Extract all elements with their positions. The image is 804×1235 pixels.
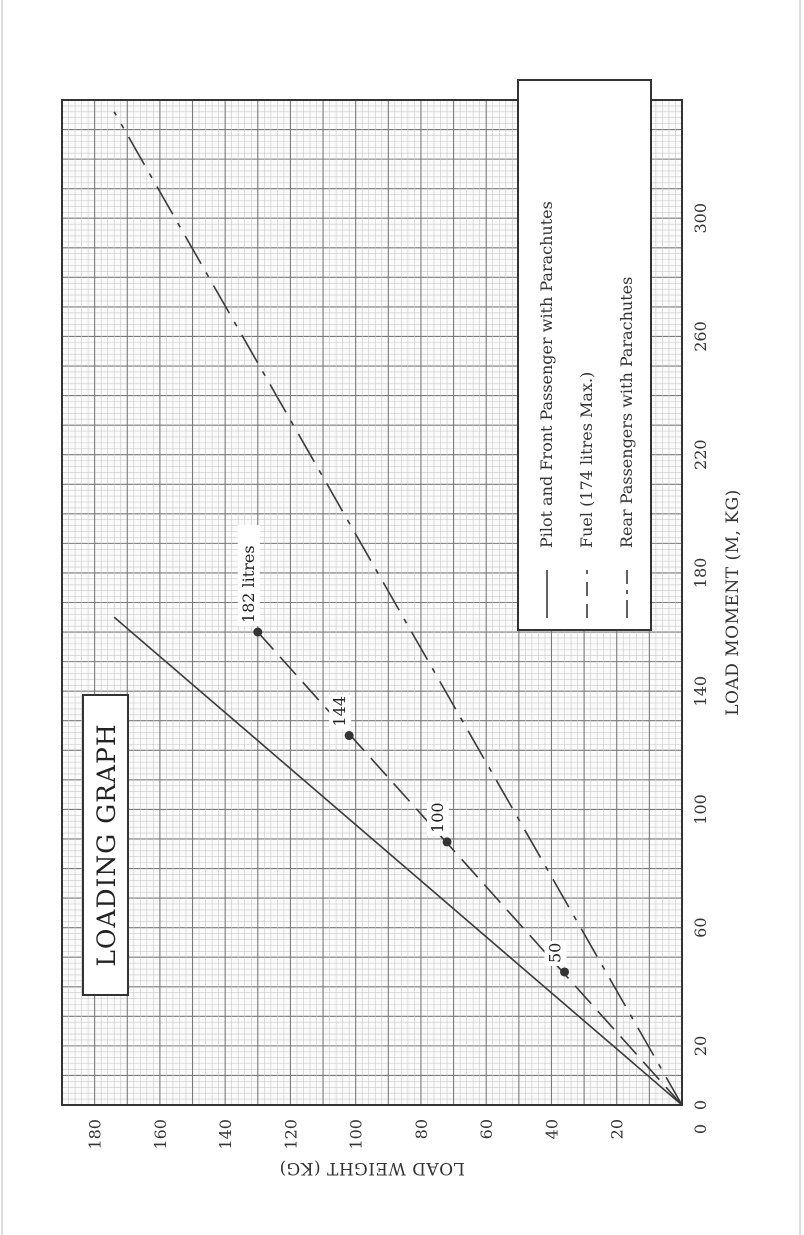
- legend-entry-label: Rear Passengers with Parachutes: [617, 277, 636, 548]
- x-tick-label: 220: [691, 439, 710, 470]
- series-line-dashdot: [113, 111, 683, 1106]
- fuel-marker-label-bg: [427, 801, 450, 836]
- plot-border: [61, 99, 683, 1106]
- x-tick-label: 100: [691, 794, 710, 825]
- y-tick-label: 80: [412, 1119, 431, 1139]
- y-tick-label: 40: [542, 1119, 561, 1139]
- fuel-marker-point: [442, 837, 452, 847]
- legend-entry-label: Pilot and Front Passenger with Parachute…: [537, 201, 556, 548]
- x-tick-label: 180: [691, 558, 710, 589]
- y-tick-label: 60: [477, 1119, 496, 1139]
- x-tick-label: 0: [691, 1100, 710, 1110]
- x-axis-title: LOAD MOMENT (M, KG): [723, 489, 743, 716]
- rotated-plot-group: 50 100 144 182 litres 0 20 60 100 140 180 220 260 3…: [61, 79, 743, 1178]
- title-box: LOADING GRAPH: [82, 694, 129, 996]
- series-layer: 50 100 144 182 litres: [113, 111, 683, 1106]
- x-tick-label: 20: [691, 1036, 710, 1056]
- fuel-marker-label: 50: [546, 943, 565, 963]
- fuel-marker-label: 100: [428, 802, 447, 833]
- y-axis-title: LOAD WEIGHT (KG): [279, 1158, 465, 1178]
- x-tick-label: 260: [691, 321, 710, 352]
- series-line-solid: [113, 616, 683, 1106]
- x-tick-label: 60: [691, 917, 710, 937]
- fuel-marker-label: 144: [330, 696, 349, 727]
- legend-frame: [517, 79, 652, 631]
- legend-entry-label: Fuel (174 litres Max.): [577, 372, 596, 548]
- y-tick-label: 180: [86, 1119, 105, 1150]
- x-tick-label: 300: [691, 203, 710, 234]
- y-tick-label: 20: [608, 1119, 627, 1139]
- y-tick-label: 120: [281, 1119, 300, 1150]
- x-tick-label: 140: [691, 676, 710, 707]
- fuel-marker-point: [253, 627, 263, 637]
- fuel-marker-label: 182 litres: [239, 545, 258, 623]
- y-tick-label: 160: [151, 1119, 170, 1150]
- legend: Pilot and Front Passenger with Parachute…: [517, 79, 652, 631]
- chart-title: LOADING GRAPH: [92, 723, 121, 966]
- fuel-marker-point: [344, 731, 354, 741]
- y-tick-label: 140: [216, 1119, 235, 1150]
- origin-tick-label: 0: [691, 1124, 710, 1134]
- title-frame: [82, 694, 129, 996]
- ticks-layer: 0 20 60 100 140 180 220 260 300 0 20 40 60 80 100 120 14…: [86, 203, 710, 1150]
- y-tick-label: 100: [347, 1119, 366, 1150]
- series-line-dashed: [257, 631, 683, 1106]
- fuel-marker-point: [560, 967, 570, 977]
- fuel-marker-label-bg: [329, 695, 352, 730]
- fuel-marker-label-bg: [544, 940, 567, 966]
- fuel-marker-label-bg: [237, 525, 260, 627]
